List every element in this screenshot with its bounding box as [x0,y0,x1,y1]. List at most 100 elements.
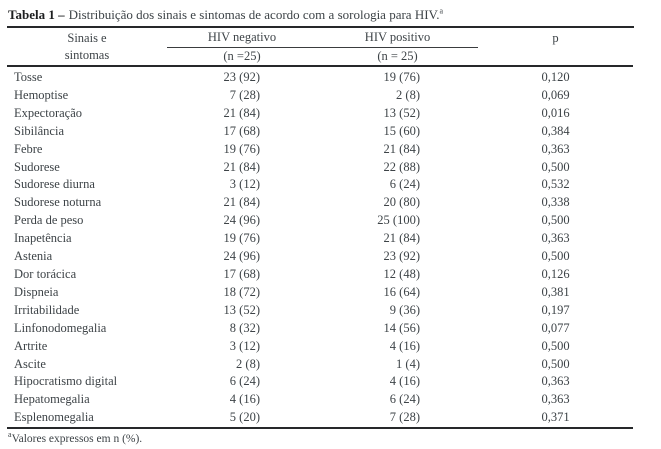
cell-symptom: Sibilância [14,123,64,138]
cell-hiv-negative: 6 (24) [229,374,260,389]
cell-symptom: Dor torácica [14,266,77,281]
table-caption-text: Distribuição dos sinais e sintomas de ac… [68,7,440,22]
table-row: Hipocratismo digital 6 (24) 4 (16) 0,363 [7,373,633,391]
cell-p-value: 0,500 [541,213,570,228]
table-row: Sudorese 21 (84) 22 (88) 0,500 [7,159,633,177]
cell-hiv-negative: 19 (76) [223,231,260,246]
table-caption-label: Tabela 1 – [8,7,65,22]
cell-symptom: Hemoptise [14,87,69,102]
header-row-n: (n =25) (n = 25) [7,47,633,67]
cell-symptom: Linfonodomegalia [14,320,107,335]
cell-symptom: Tosse [14,70,43,84]
col-header-hiv-positive: HIV positivo [317,28,478,48]
cell-symptom: Hepatomegalia [14,392,90,407]
table-row: Ascite 2 (8) 1 (4) 0,500 [7,356,633,374]
cell-p-value: 0,500 [541,249,570,264]
table-row: Sudorese noturna 21 (84) 20 (80) 0,338 [7,194,633,212]
cell-hiv-negative: 17 (68) [223,266,260,281]
cell-hiv-negative: 4 (16) [229,392,260,407]
cell-hiv-negative: 2 (8) [236,356,260,371]
table-caption: Tabela 1 – Distribuição dos sinais e sint… [7,6,634,28]
cell-hiv-positive: 6 (24) [389,392,420,407]
table-row: Sudorese diurna 3 (12) 6 (24) 0,532 [7,176,633,194]
cell-hiv-negative: 8 (32) [229,320,260,335]
col-header-symptoms: Sinais e sintomas [7,28,167,67]
cell-symptom: Perda de peso [14,213,84,228]
footnote-marker: a [8,430,12,440]
table-row: Febre 19 (76) 21 (84) 0,363 [7,141,633,159]
cell-hiv-negative: 7 (28) [229,87,260,102]
hiv-negative-n-label: (n =25) [167,47,317,67]
cell-hiv-positive: 15 (60) [383,123,420,138]
cell-hiv-positive: 1 (4) [396,356,420,371]
cell-hiv-positive: 13 (52) [383,105,420,120]
cell-hiv-positive: 4 (16) [389,338,420,353]
table-row: Expectoração 21 (84) 13 (52) 0,016 [7,105,633,123]
cell-symptom: Febre [14,141,43,156]
table-row: Linfonodomegalia 8 (32) 14 (56) 0,077 [7,320,633,338]
table-row: Dor torácica 17 (68) 12 (48) 0,126 [7,266,633,284]
table-row: Perda de peso 24 (96) 25 (100) 0,500 [7,212,633,230]
table-row: Inapetência 19 (76) 21 (84) 0,363 [7,230,633,248]
cell-p-value: 0,363 [541,392,570,407]
table-row: Tosse 23 (92) 19 (76) 0,120 [7,66,633,87]
table-row: Artrite 3 (12) 4 (16) 0,500 [7,338,633,356]
cell-hiv-positive: 16 (64) [383,284,420,299]
cell-p-value: 0,500 [541,159,570,174]
table-row: Astenia 24 (96) 23 (92) 0,500 [7,248,633,266]
cell-symptom: Astenia [14,249,53,264]
cell-p-value: 0,338 [541,195,570,210]
cell-hiv-positive: 14 (56) [383,320,420,335]
cell-p-value: 0,120 [541,70,570,84]
cell-hiv-negative: 5 (20) [167,409,317,430]
cell-hiv-positive: 23 (92) [383,249,420,264]
cell-symptom: Artrite [14,338,48,353]
footnote-text: Valores expressos em n (%). [11,433,143,446]
cell-symptom: Irritabilidade [14,302,80,317]
cell-hiv-positive: 25 (100) [377,213,420,228]
col-header-hiv-negative: HIV negativo [167,28,317,48]
cell-hiv-positive: 4 (16) [389,374,420,389]
cell-hiv-positive: 2 (8) [396,87,420,102]
table-row: Irritabilidade 13 (52) 9 (36) 0,197 [7,302,633,320]
table-row: Esplenomegalia 5 (20) 7 (28) 0,371 [7,409,633,430]
hiv-positive-n-label: (n = 25) [317,47,478,67]
cell-hiv-negative: 3 (12) [229,338,260,353]
cell-hiv-positive: 7 (28) [317,409,478,430]
signs-symptoms-table: Sinais e sintomas HIV negativo HIV posit… [7,28,633,430]
cell-p-value: 0,381 [541,284,570,299]
col-header-symptoms-line2: sintomas [64,47,110,62]
cell-hiv-positive: 19 (76) [383,70,420,84]
table-row: Hepatomegalia 4 (16) 6 (24) 0,363 [7,391,633,409]
cell-hiv-negative: 24 (96) [223,249,260,264]
cell-p-value: 0,384 [541,123,570,138]
cell-hiv-negative: 21 (84) [223,195,260,210]
cell-hiv-positive: 6 (24) [389,177,420,192]
cell-hiv-positive: 20 (80) [383,195,420,210]
cell-symptom: Sudorese [14,159,60,174]
cell-hiv-negative: 19 (76) [223,141,260,156]
cell-symptom: Hipocratismo digital [14,374,118,389]
cell-p-value: 0,363 [541,374,570,389]
cell-symptom: Dispneia [14,284,59,299]
cell-hiv-positive: 22 (88) [383,159,420,174]
cell-hiv-negative: 23 (92) [223,70,260,84]
cell-p-value: 0,500 [541,356,570,371]
table-body: Tosse 23 (92) 19 (76) 0,120 Hemoptise 7 … [7,66,633,430]
cell-p-value: 0,016 [541,105,570,120]
table-row: Sibilância 17 (68) 15 (60) 0,384 [7,123,633,141]
cell-p-value: 0,532 [541,177,570,192]
cell-hiv-positive: 21 (84) [383,231,420,246]
cell-p-value: 0,500 [541,338,570,353]
cell-symptom: Ascite [14,356,46,371]
cell-p-value: 0,069 [541,87,570,102]
cell-p-value: 0,371 [478,409,633,430]
cell-hiv-negative: 3 (12) [229,177,260,192]
cell-hiv-negative: 13 (52) [223,302,260,317]
cell-hiv-negative: 17 (68) [223,123,260,138]
cell-p-value: 0,077 [541,320,570,335]
cell-hiv-negative: 21 (84) [223,105,260,120]
table-footnote: aValores expressos em n (%). [8,430,661,446]
cell-symptom: Esplenomegalia [7,409,167,430]
